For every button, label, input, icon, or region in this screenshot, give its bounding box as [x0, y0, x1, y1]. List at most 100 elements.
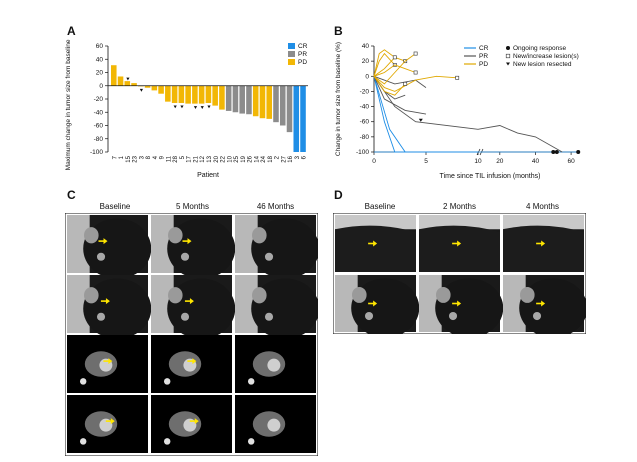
y-tick-label: 0 [99, 83, 103, 90]
new-lesion-marker [180, 105, 184, 109]
bar [144, 85, 151, 88]
series-line [373, 76, 427, 115]
panel-c-col-2: 5 Months [176, 202, 209, 211]
bar [178, 85, 185, 103]
ct-arrow-head [541, 240, 546, 247]
ct-image [67, 275, 152, 339]
ct-nodule [96, 312, 106, 321]
legend-label: CR [298, 43, 308, 50]
bar [158, 85, 164, 94]
panel-d-ct-grid [333, 213, 586, 334]
ct-image [235, 215, 318, 279]
legend-label: CR [479, 45, 489, 52]
ct-soft-tissue [235, 215, 258, 273]
x-tick-label: 23 [133, 155, 139, 162]
ct-soft-tissue [419, 275, 442, 332]
new-lesion-marker [173, 105, 177, 109]
ct-lung-field [83, 278, 152, 339]
x-tick-label: 26 [248, 155, 254, 162]
x-tick-label: 14 [254, 155, 260, 162]
ct-vessel [252, 287, 267, 304]
ct-soft-tissue [151, 275, 174, 333]
ct-vessel [99, 418, 113, 432]
new-lesion-marker [139, 88, 144, 92]
y-tick-label: -60 [94, 123, 104, 130]
series-line [373, 76, 406, 96]
bar [300, 85, 306, 152]
ct-image [67, 335, 148, 393]
ct-nodule [264, 312, 274, 321]
ct-vessel [168, 287, 183, 304]
ct-lung-field [251, 278, 318, 339]
series-line [373, 56, 406, 77]
x-tick-label: 16 [288, 155, 294, 162]
ct-image [151, 395, 232, 453]
ongoing-response-marker [551, 150, 556, 154]
legend-swatch [288, 43, 295, 49]
ct-image [503, 215, 584, 272]
ct-lung-field [519, 278, 586, 334]
panel-label-c: C [67, 188, 76, 202]
ct-lung-field [167, 218, 236, 279]
series-line [373, 49, 396, 77]
legend-swatch [288, 59, 295, 65]
new-lesion-marker [403, 81, 408, 86]
ct-soft-tissue [335, 275, 358, 332]
legend-label: PD [479, 61, 488, 68]
x-tick-label: 5 [424, 158, 428, 165]
bar [151, 85, 158, 91]
x-tick-label: 19 [241, 155, 247, 162]
ct-image [335, 215, 416, 272]
ct-arrow-head [457, 240, 462, 247]
panel-d-col-2: 2 Months [443, 202, 476, 211]
x-tick-label: 12 [200, 155, 206, 162]
spider-plot: Change in tumor size from baseline (%) 40… [335, 42, 581, 180]
new-lesion-marker [413, 70, 418, 75]
legend-label: New/increase lesion(s) [513, 53, 579, 60]
ct-bone [163, 378, 171, 385]
x-tick-label: 17 [187, 155, 193, 162]
y-tick-label: -20 [360, 88, 370, 95]
ongoing-response-marker [554, 150, 559, 154]
new-lesion-marker [392, 55, 397, 60]
ct-soft-tissue [503, 275, 526, 332]
ct-lung-field [419, 225, 500, 272]
y-axis-label: Maximum change in tumor size from baseli… [65, 38, 72, 170]
ct-lung-field [83, 218, 152, 279]
legend-label: Ongoing response [513, 45, 567, 52]
x-axis-label: Patient [197, 172, 219, 179]
x-tick-label: 8 [146, 155, 152, 159]
ct-image [151, 215, 236, 279]
new-lesion-marker [200, 106, 204, 109]
ct-vessel [436, 286, 451, 303]
ct-vessel [267, 358, 281, 372]
ct-chest-wall [335, 215, 416, 230]
ct-image [235, 335, 316, 393]
ongoing-response-marker [576, 150, 581, 154]
ct-arrow-head [187, 238, 192, 245]
ct-arrow-head [110, 418, 115, 425]
ct-lung-field [251, 218, 318, 279]
panel-c-ct-grid [65, 213, 318, 456]
ct-arrow-head [373, 300, 378, 307]
ct-arrow-head [108, 358, 113, 365]
ct-nodule [180, 312, 190, 321]
ct-bone [247, 438, 255, 445]
ct-soft-tissue [67, 215, 90, 273]
ct-vessel [267, 418, 281, 432]
bar [225, 85, 232, 111]
panel-d-col-3: 4 Months [526, 202, 559, 211]
x-tick-label: 7 [112, 155, 118, 159]
bar [111, 65, 117, 86]
legend-label: PR [479, 53, 488, 60]
legend-symbol [505, 53, 511, 59]
x-tick-label: 6 [302, 155, 308, 159]
ct-soft-tissue [67, 275, 90, 333]
ct-chest-wall [419, 215, 500, 230]
ct-vessel [84, 287, 99, 304]
x-tick-label: 0 [372, 158, 376, 165]
x-tick-label: 28 [173, 155, 179, 162]
x-tick-label: 40 [532, 158, 540, 165]
y-tick-label: 20 [362, 58, 370, 65]
bar [279, 85, 286, 126]
